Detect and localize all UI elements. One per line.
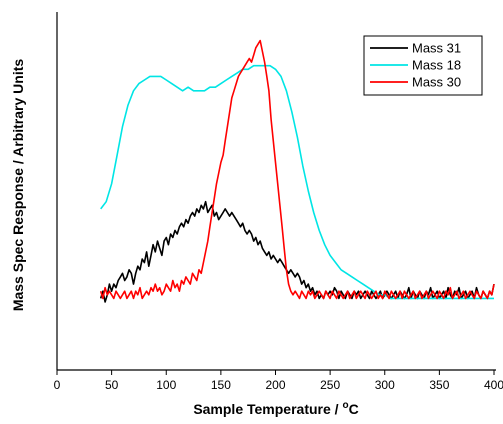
- x-tick-label: 400: [484, 378, 503, 392]
- legend-label-mass-18: Mass 18: [412, 58, 461, 73]
- x-axis-title-unit: C: [349, 401, 359, 417]
- x-tick-label: 50: [105, 378, 119, 392]
- x-tick-label: 100: [156, 378, 176, 392]
- x-axis-title: Sample Temperature / oC: [193, 400, 358, 417]
- series-line-mass-31: [99, 200, 495, 303]
- series-layer: [99, 39, 495, 303]
- series-line-mass-18: [100, 64, 494, 300]
- y-axis-title: Mass Spec Response / Arbitrary Units: [10, 59, 26, 312]
- x-tick-label: 200: [265, 378, 285, 392]
- x-tick-label: 250: [320, 378, 340, 392]
- chart-axes: 0 50 100 150 200 250 300 350 400: [54, 12, 503, 392]
- x-axis-title-superscript: o: [342, 400, 348, 411]
- x-tick-label: 0: [54, 378, 61, 392]
- chart-legend: Mass 31 Mass 18 Mass 30: [363, 35, 483, 96]
- legend-label-mass-30: Mass 30: [412, 75, 461, 90]
- x-tick-label: 150: [211, 378, 231, 392]
- legend-label-mass-31: Mass 31: [412, 41, 461, 56]
- x-tick-label: 350: [429, 378, 449, 392]
- series-line-mass-30: [99, 39, 495, 300]
- x-axis-title-text: Sample Temperature /: [193, 401, 342, 417]
- x-tick-label: 300: [375, 378, 395, 392]
